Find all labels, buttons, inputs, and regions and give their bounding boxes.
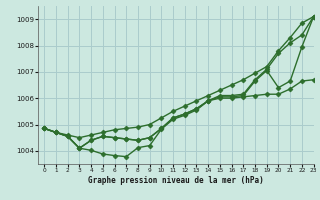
X-axis label: Graphe pression niveau de la mer (hPa): Graphe pression niveau de la mer (hPa) — [88, 176, 264, 185]
